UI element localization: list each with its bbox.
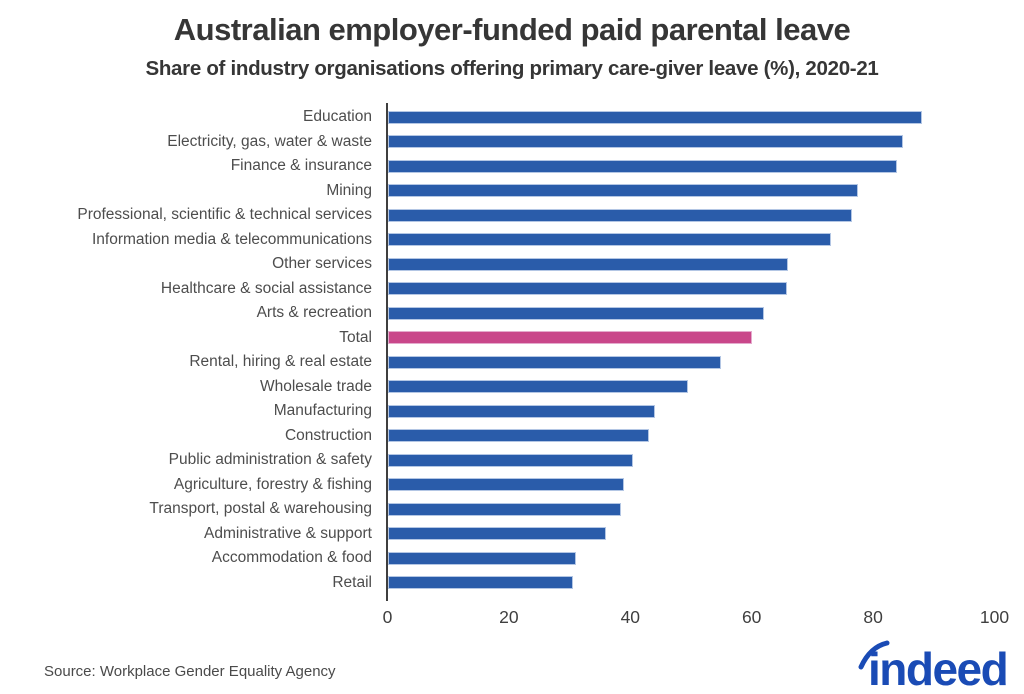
category-label: Transport, postal & warehousing	[149, 500, 372, 518]
bar	[387, 576, 573, 590]
bar	[387, 208, 852, 222]
chart-row: Arts & recreation	[0, 301, 1024, 326]
bar	[387, 184, 858, 198]
bar-highlight	[387, 331, 752, 345]
category-label: Accommodation & food	[211, 549, 372, 567]
chart-row: Retail	[0, 571, 1024, 596]
chart-row: Rental, hiring & real estate	[0, 350, 1024, 375]
x-tick-label: 40	[620, 607, 641, 627]
indeed-logo: indeed	[856, 638, 1018, 694]
chart-row: Electricity, gas, water & waste	[0, 130, 1024, 155]
chart-row: Agriculture, forestry & fishing	[0, 473, 1024, 498]
chart-row: Construction	[0, 424, 1024, 449]
chart-row: Wholesale trade	[0, 375, 1024, 400]
x-tick-label: 100	[979, 607, 1010, 627]
x-tick-label: 0	[382, 607, 393, 627]
chart-row: Other services	[0, 252, 1024, 277]
chart-row: Healthcare & social assistance	[0, 277, 1024, 302]
bar	[387, 527, 607, 541]
bar	[387, 429, 649, 443]
category-label: Healthcare & social assistance	[160, 279, 372, 297]
category-label: Professional, scientific & technical ser…	[77, 206, 372, 224]
category-label: Retail	[332, 573, 372, 591]
logo-swoosh-icon	[858, 640, 890, 670]
bar	[387, 135, 904, 149]
category-label: Arts & recreation	[256, 304, 372, 322]
bar	[387, 453, 634, 467]
chart-title: Australian employer-funded paid parental…	[173, 12, 851, 47]
bar	[387, 502, 622, 516]
chart-row: Finance & insurance	[0, 154, 1024, 179]
category-label: Manufacturing	[273, 402, 372, 420]
chart-row: Administrative & support	[0, 522, 1024, 547]
indeed-logo-svg: indeed	[858, 640, 1009, 694]
bar	[387, 355, 722, 369]
chart-row: Public administration & safety	[0, 448, 1024, 473]
x-tick-label: 20	[499, 607, 519, 627]
x-tick-label: 80	[863, 607, 883, 627]
category-label: Other services	[272, 255, 372, 273]
bar	[387, 551, 576, 565]
x-axis-ticks: 0 20 40 60 80 100	[0, 607, 1024, 633]
chart-row: Accommodation & food	[0, 546, 1024, 571]
chart-row: Total	[0, 326, 1024, 351]
bar	[387, 306, 764, 320]
category-label: Construction	[284, 426, 372, 444]
category-label: Mining	[326, 181, 372, 199]
chart-row: Information media & telecommunications	[0, 228, 1024, 253]
bar	[387, 159, 898, 173]
source-note: Source: Workplace Gender Equality Agency	[44, 663, 336, 680]
bar	[387, 478, 625, 492]
y-axis-line	[386, 103, 388, 601]
bar	[387, 282, 787, 296]
chart-row: Education	[0, 105, 1024, 130]
category-label: Rental, hiring & real estate	[189, 353, 372, 371]
chart-rows: Education Electricity, gas, water & waste…	[0, 105, 1024, 595]
chart-row: Professional, scientific & technical ser…	[0, 203, 1024, 228]
bar	[387, 233, 831, 247]
category-label: Agriculture, forestry & fishing	[173, 475, 372, 493]
category-label: Education	[303, 108, 372, 126]
x-tick-label: 60	[741, 607, 762, 627]
chart-row: Transport, postal & warehousing	[0, 497, 1024, 522]
category-label: Information media & telecommunications	[92, 230, 372, 248]
chart-subtitle: Share of industry organisations offering…	[145, 57, 879, 80]
category-label: Administrative & support	[204, 524, 372, 542]
category-label: Electricity, gas, water & waste	[167, 132, 372, 150]
chart-row: Mining	[0, 179, 1024, 204]
category-label: Wholesale trade	[259, 377, 372, 395]
bar	[387, 257, 789, 271]
category-label: Total	[339, 328, 372, 346]
logo-wordmark: indeed	[868, 643, 1007, 692]
category-label: Finance & insurance	[230, 157, 372, 175]
bar	[387, 110, 922, 124]
bar	[387, 380, 688, 394]
chart-row: Manufacturing	[0, 399, 1024, 424]
category-label: Public administration & safety	[168, 451, 372, 469]
bar	[387, 404, 655, 418]
